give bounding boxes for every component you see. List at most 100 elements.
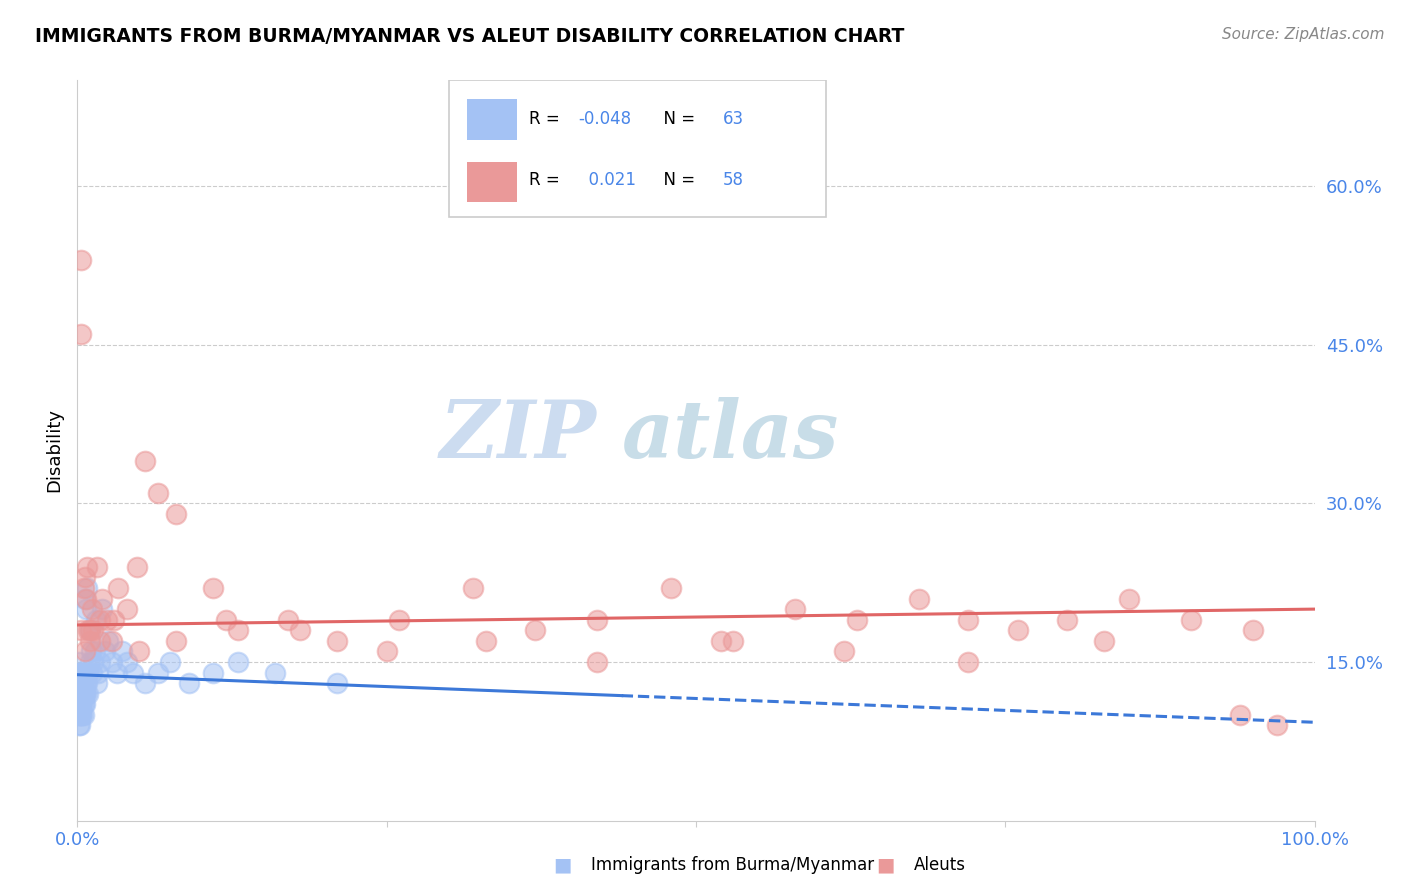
- Text: atlas: atlas: [621, 397, 839, 475]
- Point: [69, 698, 91, 712]
- Point: [226, 655, 249, 669]
- Point: [177, 676, 200, 690]
- Point: [73, 687, 96, 701]
- Point: [91, 602, 114, 616]
- Point: [72, 676, 94, 690]
- Point: [146, 665, 169, 680]
- Point: [73, 698, 96, 712]
- Point: [96, 613, 118, 627]
- Point: [72, 707, 94, 722]
- Point: [67, 698, 90, 712]
- Point: [1267, 718, 1289, 732]
- Point: [82, 624, 104, 638]
- Point: [70, 698, 93, 712]
- Point: [84, 613, 107, 627]
- Point: [86, 559, 108, 574]
- Point: [111, 644, 134, 658]
- Point: [1229, 707, 1251, 722]
- Point: [77, 687, 100, 701]
- Point: [70, 665, 93, 680]
- Point: [115, 655, 138, 669]
- Text: ■: ■: [553, 855, 572, 874]
- Point: [72, 687, 94, 701]
- Point: [1180, 613, 1202, 627]
- Text: N =: N =: [652, 110, 700, 128]
- Text: R =: R =: [529, 110, 565, 128]
- Point: [957, 613, 980, 627]
- Point: [101, 655, 124, 669]
- Point: [957, 655, 980, 669]
- Point: [115, 602, 138, 616]
- Point: [834, 644, 856, 658]
- Point: [72, 581, 94, 595]
- Point: [72, 698, 94, 712]
- Point: [721, 633, 744, 648]
- Point: [73, 591, 96, 606]
- Point: [87, 665, 110, 680]
- Point: [72, 698, 94, 712]
- Point: [326, 676, 349, 690]
- Point: [165, 507, 187, 521]
- Point: [659, 581, 682, 595]
- Point: [79, 624, 101, 638]
- Point: [375, 644, 398, 658]
- Point: [73, 644, 96, 658]
- Point: [165, 633, 187, 648]
- Text: -0.048: -0.048: [578, 110, 631, 128]
- Point: [326, 633, 349, 648]
- Point: [125, 559, 148, 574]
- Point: [70, 707, 93, 722]
- Point: [524, 624, 547, 638]
- Point: [91, 591, 114, 606]
- Point: [146, 485, 169, 500]
- Point: [75, 687, 97, 701]
- Point: [264, 665, 287, 680]
- Point: [277, 613, 299, 627]
- Point: [67, 687, 90, 701]
- Point: [97, 633, 120, 648]
- Point: [845, 613, 868, 627]
- Text: 0.021: 0.021: [578, 171, 637, 189]
- Text: Immigrants from Burma/Myanmar: Immigrants from Burma/Myanmar: [591, 856, 873, 874]
- Text: R =: R =: [529, 171, 565, 189]
- Point: [72, 676, 94, 690]
- Point: [1241, 624, 1264, 638]
- Text: ZIP: ZIP: [440, 397, 598, 475]
- Point: [73, 570, 96, 584]
- Point: [159, 655, 181, 669]
- Point: [67, 665, 90, 680]
- Bar: [467, 99, 516, 139]
- Text: Source: ZipAtlas.com: Source: ZipAtlas.com: [1222, 27, 1385, 42]
- Text: N =: N =: [652, 171, 700, 189]
- Point: [70, 624, 93, 638]
- Text: 63: 63: [723, 110, 744, 128]
- Point: [77, 624, 100, 638]
- Point: [82, 665, 104, 680]
- Point: [215, 613, 238, 627]
- Point: [82, 602, 104, 616]
- Point: [76, 559, 98, 574]
- Y-axis label: Disability: Disability: [45, 409, 63, 492]
- Point: [226, 624, 249, 638]
- Point: [288, 624, 311, 638]
- Point: [93, 644, 115, 658]
- Point: [70, 676, 93, 690]
- Text: ■: ■: [876, 855, 896, 874]
- Point: [202, 665, 225, 680]
- Point: [89, 633, 111, 648]
- Point: [67, 676, 90, 690]
- Point: [72, 707, 94, 722]
- Point: [75, 676, 97, 690]
- Point: [463, 581, 485, 595]
- Point: [70, 327, 93, 342]
- Point: [69, 676, 91, 690]
- Point: [80, 644, 103, 658]
- Point: [122, 665, 145, 680]
- Point: [70, 253, 93, 268]
- Point: [75, 602, 97, 616]
- Point: [107, 581, 129, 595]
- Point: [783, 602, 806, 616]
- Point: [79, 624, 101, 638]
- Point: [75, 591, 97, 606]
- Text: Aleuts: Aleuts: [914, 856, 966, 874]
